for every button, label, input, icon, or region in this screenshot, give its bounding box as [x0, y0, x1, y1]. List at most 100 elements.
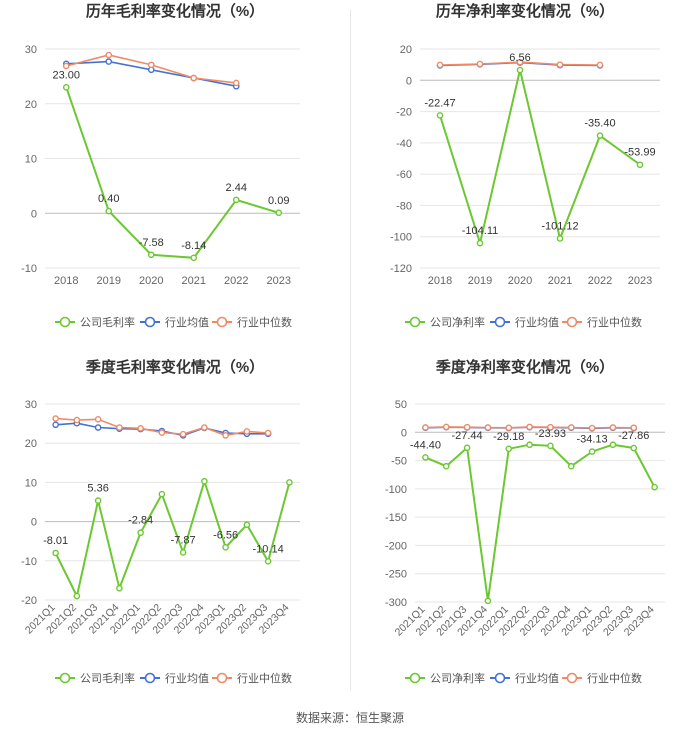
- chart2-legend-label: 公司净利率: [430, 315, 485, 329]
- chart1-x-tick-label: 2018: [54, 275, 78, 287]
- chart2-point-company: [556, 235, 564, 242]
- chart2-point-company: [516, 66, 524, 74]
- chart2-title: 历年净利率变化情况（%）: [436, 2, 614, 20]
- chart3-data-label: -8.01: [43, 535, 68, 547]
- chart2-x-tick-label: 2018: [428, 275, 452, 287]
- chart2-legend-swatch-marker: [566, 316, 578, 328]
- chart4-point-industry_median: [505, 424, 513, 432]
- chart3-point-industry_median: [94, 415, 102, 423]
- chart4-point-company: [484, 597, 492, 605]
- chart4-series-line-company: [425, 443, 656, 602]
- chart3-point-company: [286, 479, 293, 486]
- chart4-point-industry_median: [630, 424, 638, 432]
- chart1-title: 历年毛利率变化情况（%）: [86, 2, 264, 20]
- chart2-data-label: -53.99: [624, 147, 655, 159]
- chart3-point-industry_median: [222, 432, 229, 439]
- chart3-point-company: [179, 549, 187, 556]
- chart1-legend-swatch-marker: [144, 316, 156, 328]
- chart3-title: 季度毛利率变化情况（%）: [86, 358, 264, 376]
- chart3-point-industry_median: [201, 424, 208, 431]
- chart4-point-company: [463, 444, 471, 452]
- chart1-point-industry_median: [147, 61, 155, 69]
- chart4-point-company: [609, 441, 617, 449]
- chart1-legend-label: 公司毛利率: [80, 315, 135, 329]
- chart2-x-tick-label: 2020: [508, 275, 532, 287]
- chart3-y-tick-label: 30: [25, 399, 37, 411]
- chart2-x-tick-label: 2021: [548, 275, 572, 287]
- chart3-point-company: [158, 490, 166, 498]
- chart1-point-industry_median: [232, 79, 240, 87]
- chart1-y-tick-label: 10: [25, 154, 37, 166]
- chart4-point-industry_median: [588, 424, 596, 432]
- chart3-point-industry_median: [179, 430, 187, 438]
- chart1-point-company: [147, 251, 155, 259]
- chart1-x-tick-label: 2023: [267, 275, 291, 287]
- chart2-point-industry_median: [516, 58, 524, 66]
- chart4-legend-label: 公司净利率: [430, 671, 485, 685]
- chart2-y-tick-label: -120: [390, 263, 412, 275]
- chart2-x-tick-label: 2022: [588, 275, 612, 287]
- chart1-data-label: 23.00: [52, 69, 80, 81]
- chart1-data-label: 0.40: [98, 193, 119, 205]
- chart4-y-tick-label: 0: [401, 427, 407, 439]
- chart2-y-tick-label: -40: [396, 138, 412, 150]
- chart4-y-tick-label: -300: [385, 597, 407, 609]
- chart4-title: 季度净利率变化情况（%）: [436, 358, 614, 376]
- chart3-point-industry_avg: [94, 424, 102, 431]
- chart1-x-tick-label: 2019: [97, 275, 121, 287]
- chart2-data-label: -101.12: [541, 220, 578, 232]
- chart1-legend-label: 行业均值: [165, 316, 209, 329]
- chart4-legend-swatch-marker: [409, 672, 421, 684]
- chart2-y-tick-label: -60: [396, 169, 412, 181]
- chart3-legend-swatch-marker: [216, 672, 228, 684]
- chart3-point-company: [73, 592, 81, 600]
- chart3-y-tick-label: -10: [21, 556, 37, 568]
- chart3-point-industry_median: [158, 429, 166, 436]
- chart4-point-industry_median: [422, 424, 429, 431]
- chart4-y-tick-label: -150: [385, 512, 407, 524]
- chart2-data-label: -22.47: [424, 97, 455, 109]
- chart1-point-company: [232, 196, 240, 204]
- chart1-y-tick-label: 30: [25, 44, 37, 56]
- chart3-data-label: -2.84: [128, 515, 153, 527]
- chart2-point-company: [476, 239, 484, 247]
- chart4-point-company: [567, 462, 575, 470]
- chart1-x-tick-label: 2021: [182, 275, 206, 287]
- chart4-legend-swatch-marker: [566, 672, 578, 684]
- chart3-data-label: -7.87: [171, 534, 196, 546]
- chart3-y-tick-label: -20: [21, 595, 37, 607]
- chart4-y-tick-label: -100: [385, 484, 407, 496]
- chart3-point-company: [201, 477, 208, 485]
- chart1-data-label: -7.58: [139, 237, 164, 249]
- chart3-point-industry_median: [52, 415, 59, 422]
- chart3-point-industry_median: [73, 416, 81, 424]
- chart2-point-company: [596, 132, 604, 139]
- chart3-legend-label: 行业中位数: [237, 671, 292, 685]
- chart3-point-company: [243, 521, 251, 529]
- chart3-y-tick-label: 20: [25, 438, 37, 450]
- chart2-x-tick-label: 2023: [628, 275, 652, 287]
- chart2-point-company: [436, 112, 444, 119]
- chart1-point-industry_median: [62, 62, 70, 70]
- chart2-point-industry_median: [476, 60, 484, 68]
- chart4-point-company: [547, 442, 554, 450]
- chart4-y-tick-label: -250: [385, 569, 407, 581]
- chart1-point-company: [190, 254, 198, 262]
- chart4-point-company: [422, 454, 429, 461]
- chart1-x-tick-label: 2020: [139, 275, 163, 287]
- chart2-x-tick-label: 2019: [468, 275, 492, 287]
- chart4-data-label: -27.86: [618, 430, 649, 442]
- chart3-legend-swatch-marker: [59, 672, 71, 684]
- chart1-y-tick-label: -10: [21, 263, 37, 275]
- chart2-legend-swatch-marker: [494, 316, 506, 328]
- chart3-legend-label: 行业均值: [165, 672, 209, 685]
- chart4-legend-swatch-marker: [494, 672, 506, 684]
- chart4-point-company: [588, 448, 596, 455]
- chart2-point-industry_median: [556, 61, 564, 68]
- chart1-point-company: [62, 84, 70, 91]
- chart1-legend-swatch-marker: [216, 316, 228, 328]
- chart4-data-label: -44.40: [410, 439, 441, 451]
- chart3-y-tick-label: 0: [31, 517, 37, 529]
- chart3-data-label: 5.36: [87, 483, 108, 495]
